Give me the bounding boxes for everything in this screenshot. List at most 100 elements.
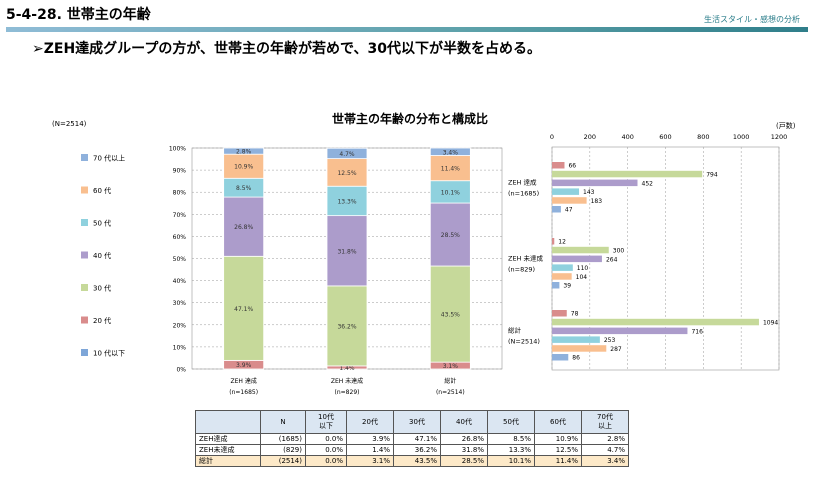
horizontal-bar-chart: 0 200 400 600 800 1000 1200 66 794 452 143 183 47 ZEH… bbox=[508, 133, 788, 371]
table-cell: 3.4% bbox=[581, 455, 629, 467]
hbar-value-label: 12 bbox=[558, 239, 566, 246]
x-tick-label: 400 bbox=[621, 133, 633, 141]
segment-value-label: 10.9% bbox=[234, 164, 253, 171]
table-cell: 3.9% bbox=[346, 433, 394, 445]
table-cell: 31.8% bbox=[440, 444, 488, 456]
segment-value-label: 11.4% bbox=[441, 166, 460, 173]
stack-segment bbox=[429, 155, 471, 182]
hbar bbox=[552, 246, 609, 254]
table-row-header: ZEH達成 bbox=[195, 433, 261, 445]
summary-table: N 10代 以下 20代 30代 40代 50代 60代 70代 以上 ZEH達成 (1685) 0.… bbox=[195, 410, 629, 467]
group-label: ZEH 未達成 bbox=[508, 253, 544, 262]
section-category: 生活スタイル・感想の分析 bbox=[704, 15, 800, 24]
stack-segment bbox=[326, 185, 368, 217]
hbar bbox=[552, 345, 607, 352]
y-tick-label: 10% bbox=[173, 344, 187, 351]
table-cell: 12.5% bbox=[534, 444, 582, 456]
legend-swatch bbox=[81, 154, 88, 161]
group-label: ZEH 達成 bbox=[508, 177, 537, 186]
y-tick-label: 50% bbox=[173, 256, 187, 263]
hbar-value-label: 253 bbox=[604, 337, 616, 344]
hbar bbox=[552, 255, 602, 263]
x-tick-label: 200 bbox=[584, 133, 596, 141]
table-cell: 11.4% bbox=[534, 455, 582, 467]
chart-title: 世帯主の年齢の分布と構成比 bbox=[331, 112, 488, 126]
legend-swatch bbox=[81, 349, 88, 356]
stacked-bar-chart: 0% 10% 20% 30% 40% 50% 60% 70% 80% 90% 100% 3.9% 47.… bbox=[81, 146, 503, 396]
table-header-cell: N bbox=[260, 410, 306, 434]
table-cell: (1685) bbox=[260, 433, 306, 445]
table-cell: 8.5% bbox=[487, 433, 535, 445]
table-header-cell bbox=[195, 410, 261, 434]
x-tick-label: 600 bbox=[659, 133, 671, 141]
stack-segment bbox=[429, 147, 471, 156]
table-row-header: ZEH未達成 bbox=[195, 444, 261, 456]
hbar bbox=[552, 206, 561, 213]
segment-value-label: 8.5% bbox=[236, 185, 252, 192]
hbar-value-label: 78 bbox=[571, 311, 579, 318]
x-category-label: 総計 bbox=[444, 377, 456, 385]
y-tick-label: 0% bbox=[176, 367, 186, 374]
hbar bbox=[552, 336, 600, 343]
hbar-value-label: 39 bbox=[563, 283, 571, 290]
table-cell: 0.0% bbox=[305, 455, 347, 467]
hbar-value-label: 452 bbox=[642, 180, 654, 187]
x-tick-label: 1000 bbox=[733, 133, 750, 141]
table-cell: 47.1% bbox=[393, 433, 441, 445]
x-tick-label: 800 bbox=[697, 133, 709, 141]
segment-value-label: 4.7% bbox=[339, 151, 355, 158]
y-tick-label: 70% bbox=[173, 212, 187, 219]
stack-segment bbox=[429, 265, 471, 363]
x-tick-label: 0 bbox=[550, 133, 554, 141]
legend-label: 40 代 bbox=[93, 251, 111, 260]
hbar bbox=[552, 354, 569, 361]
y-tick-label: 60% bbox=[173, 234, 187, 241]
x-category-sublabel: (n=829) bbox=[335, 389, 360, 396]
hbar bbox=[552, 327, 688, 335]
group-sublabel: (n=1685) bbox=[508, 189, 539, 197]
hbar bbox=[552, 318, 759, 326]
hbar-value-label: 104 bbox=[576, 274, 588, 281]
segment-value-label: 12.5% bbox=[337, 170, 356, 177]
hbar-value-label: 716 bbox=[691, 328, 703, 335]
segment-value-label: 2.8% bbox=[236, 149, 252, 156]
table-header-cell: 10代 以下 bbox=[305, 410, 347, 434]
hbar bbox=[552, 197, 587, 204]
table-cell: (2514) bbox=[260, 455, 306, 467]
table-row: ZEH未達成 (829) 0.0% 1.4% 36.2% 31.8% 13.3% 12.5% 4… bbox=[195, 444, 629, 456]
unit-label: (戸数) bbox=[776, 122, 796, 130]
table-cell: 10.1% bbox=[487, 455, 535, 467]
legend-label: 20 代 bbox=[93, 316, 111, 325]
legend-swatch bbox=[81, 251, 88, 259]
y-tick-label: 20% bbox=[173, 322, 187, 329]
table-cell: 43.5% bbox=[393, 455, 441, 467]
legend-swatch bbox=[81, 284, 88, 291]
legend-label: 60 代 bbox=[93, 186, 111, 195]
table-header-cell: 70代 以上 bbox=[581, 410, 629, 434]
segment-value-label: 3.1% bbox=[443, 363, 459, 370]
hbar bbox=[552, 273, 572, 280]
y-tick-label: 100% bbox=[169, 146, 186, 153]
table-header-cell: 40代 bbox=[440, 410, 488, 434]
hbar bbox=[552, 188, 580, 195]
segment-value-label: 47.1% bbox=[234, 306, 253, 313]
hbar bbox=[552, 162, 565, 169]
stack-segment bbox=[326, 147, 368, 160]
legend-label: 10 代以下 bbox=[93, 349, 125, 358]
sample-size-label: (N=2514) bbox=[52, 120, 87, 128]
table-header-cell: 50代 bbox=[487, 410, 535, 434]
group-sublabel: (N=2514) bbox=[508, 337, 540, 345]
legend-label: 50 代 bbox=[93, 219, 111, 228]
group-label: 総計 bbox=[508, 325, 522, 334]
stack-segment bbox=[326, 285, 368, 367]
legend-label: 30 代 bbox=[93, 284, 111, 293]
hbar bbox=[552, 170, 703, 178]
y-tick-label: 80% bbox=[173, 190, 187, 197]
hbar-value-label: 143 bbox=[583, 189, 595, 196]
x-tick-label: 1200 bbox=[771, 133, 788, 141]
hbar bbox=[552, 264, 573, 271]
table-cell: 13.3% bbox=[487, 444, 535, 456]
section-title: 5-4-28. 世帯主の年齢 bbox=[6, 7, 151, 23]
table-cell: 0.0% bbox=[305, 433, 347, 445]
hbar-value-label: 794 bbox=[706, 172, 718, 179]
